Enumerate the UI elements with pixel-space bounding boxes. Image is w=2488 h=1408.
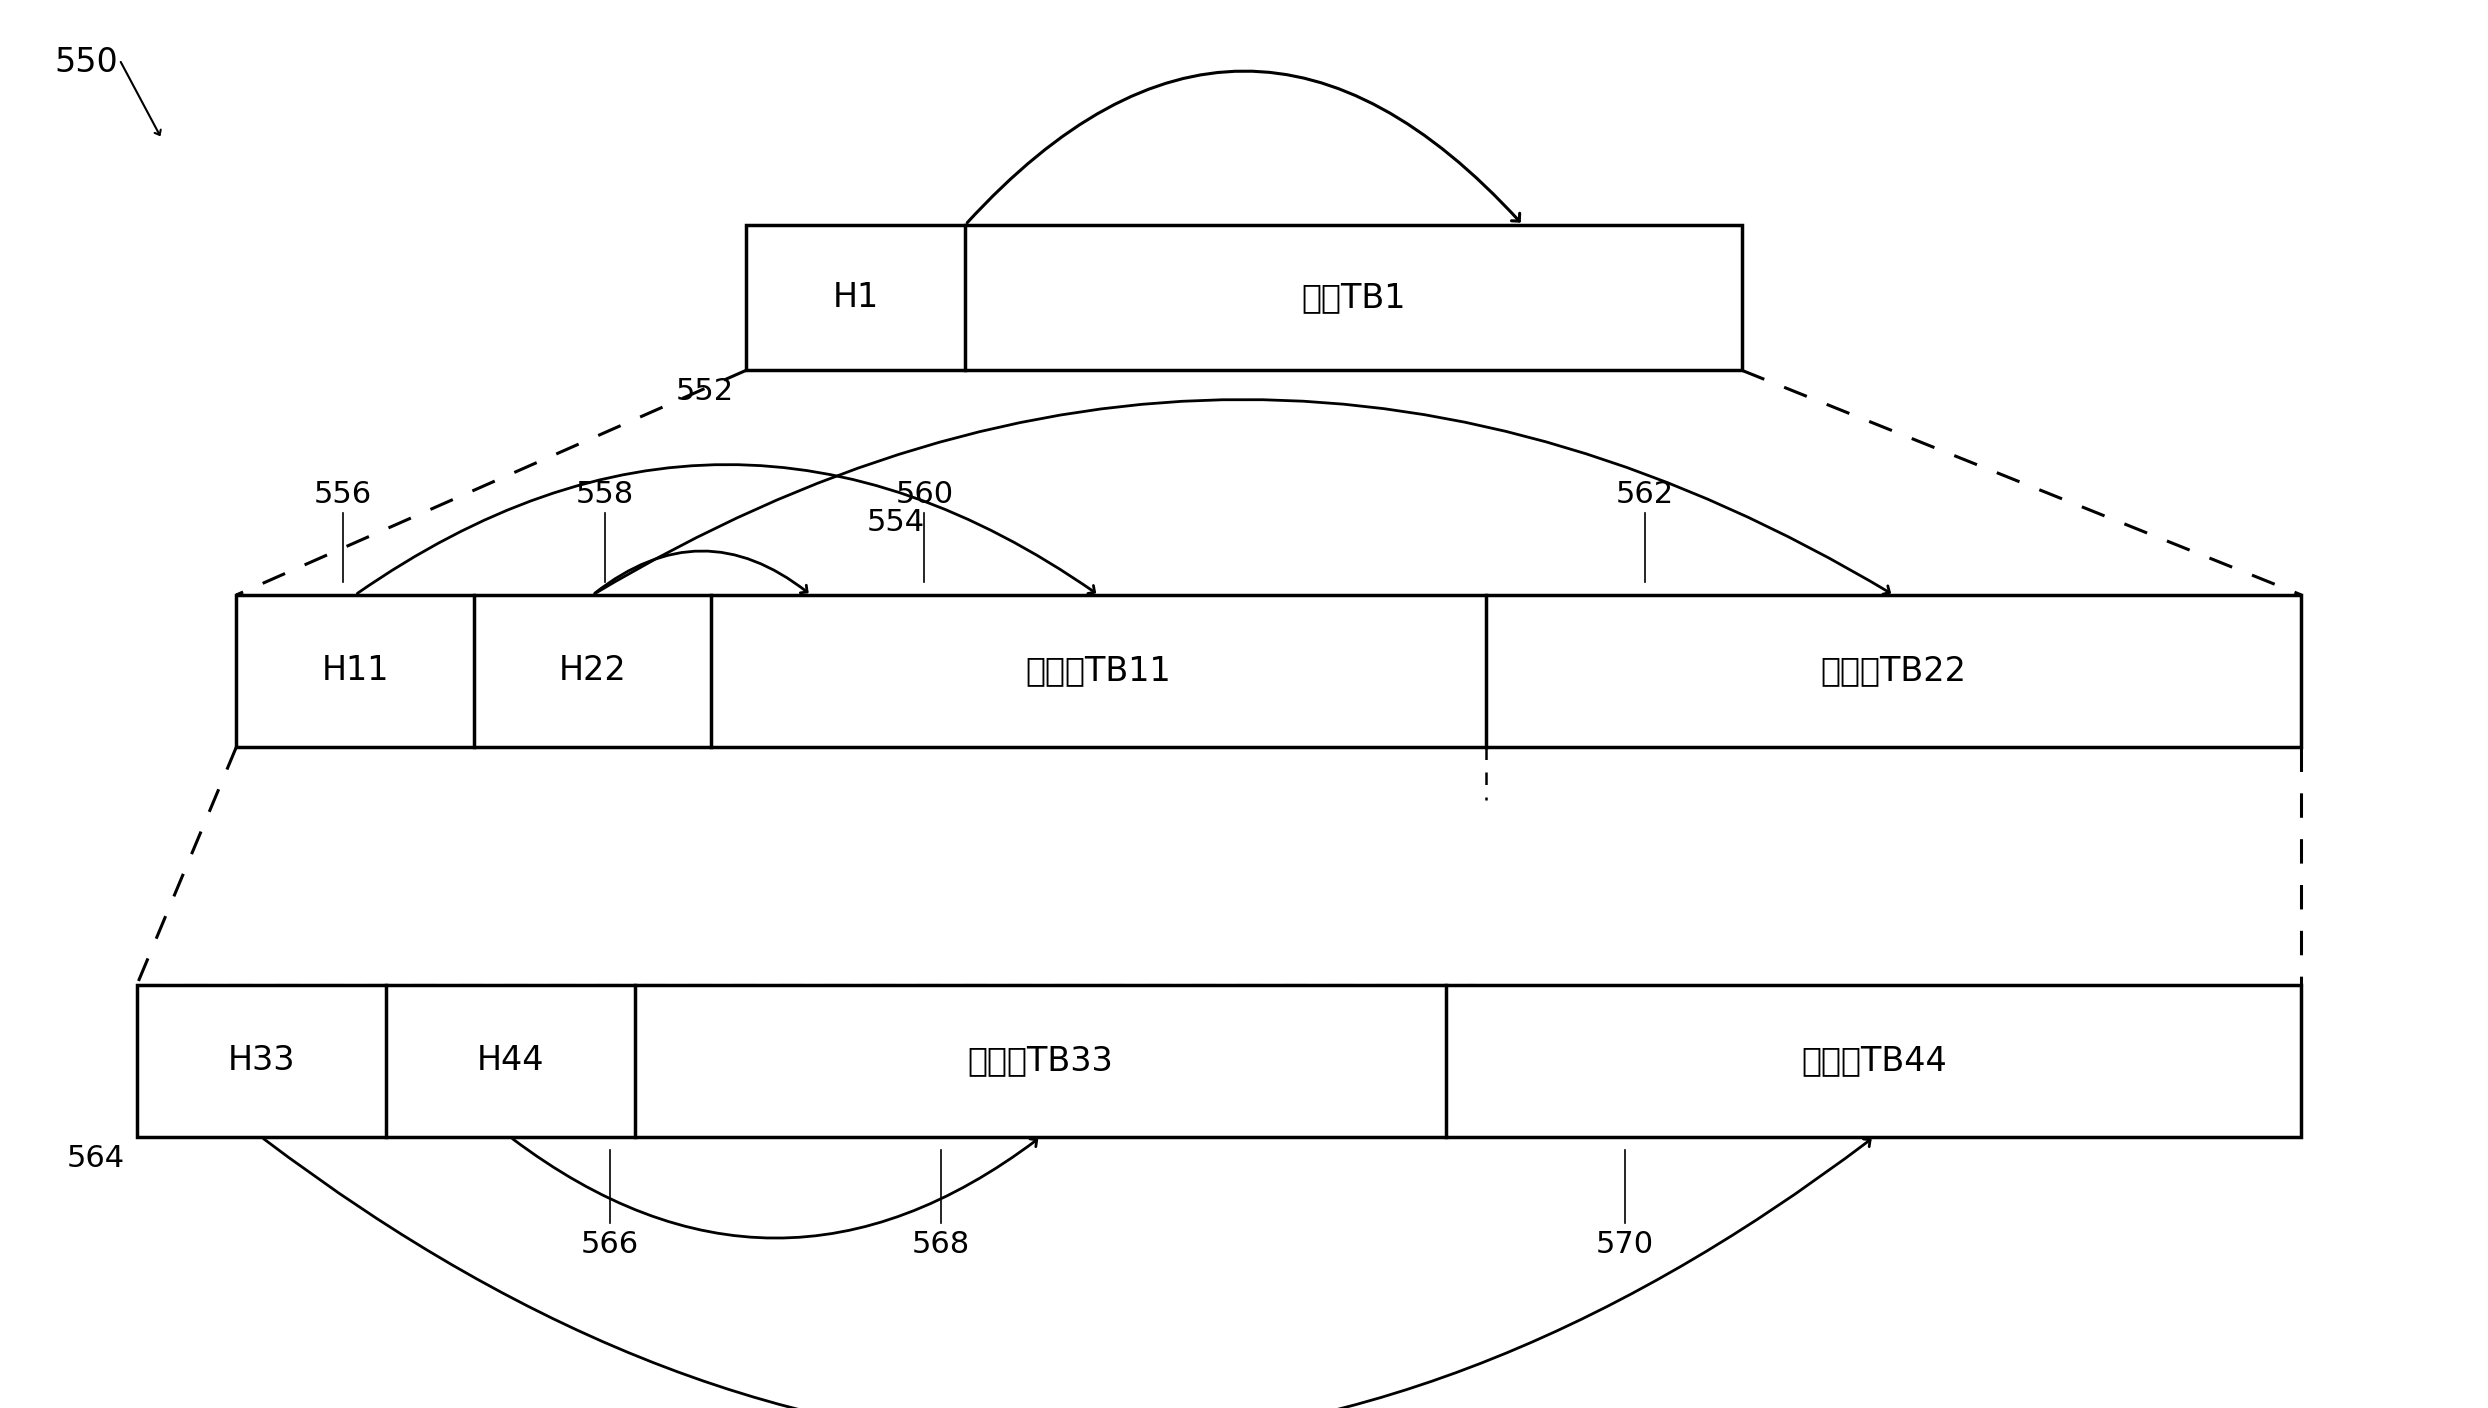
Text: H33: H33: [226, 1045, 296, 1077]
Text: H11: H11: [321, 655, 388, 687]
Text: 子分量TB33: 子分量TB33: [968, 1045, 1115, 1077]
Text: 554: 554: [866, 508, 926, 536]
Text: 558: 558: [575, 480, 634, 510]
Text: H44: H44: [478, 1045, 545, 1077]
Text: 568: 568: [913, 1229, 970, 1259]
Bar: [236, 596, 2301, 748]
Text: 570: 570: [1595, 1229, 1655, 1259]
Bar: [746, 225, 1742, 370]
Text: 552: 552: [677, 377, 734, 406]
Text: 550: 550: [55, 46, 119, 79]
Text: 子分量TB11: 子分量TB11: [1025, 655, 1172, 687]
Text: 556: 556: [313, 480, 371, 510]
Text: H1: H1: [833, 282, 878, 314]
Text: 子分量TB22: 子分量TB22: [1821, 655, 1966, 687]
Text: 566: 566: [580, 1229, 639, 1259]
Text: 分量TB1: 分量TB1: [1301, 282, 1406, 314]
Text: H22: H22: [560, 655, 627, 687]
Bar: [137, 986, 2301, 1138]
Text: 560: 560: [896, 480, 953, 510]
Text: 子分量TB44: 子分量TB44: [1801, 1045, 1946, 1077]
Text: 564: 564: [67, 1143, 124, 1173]
Text: 562: 562: [1615, 480, 1674, 510]
